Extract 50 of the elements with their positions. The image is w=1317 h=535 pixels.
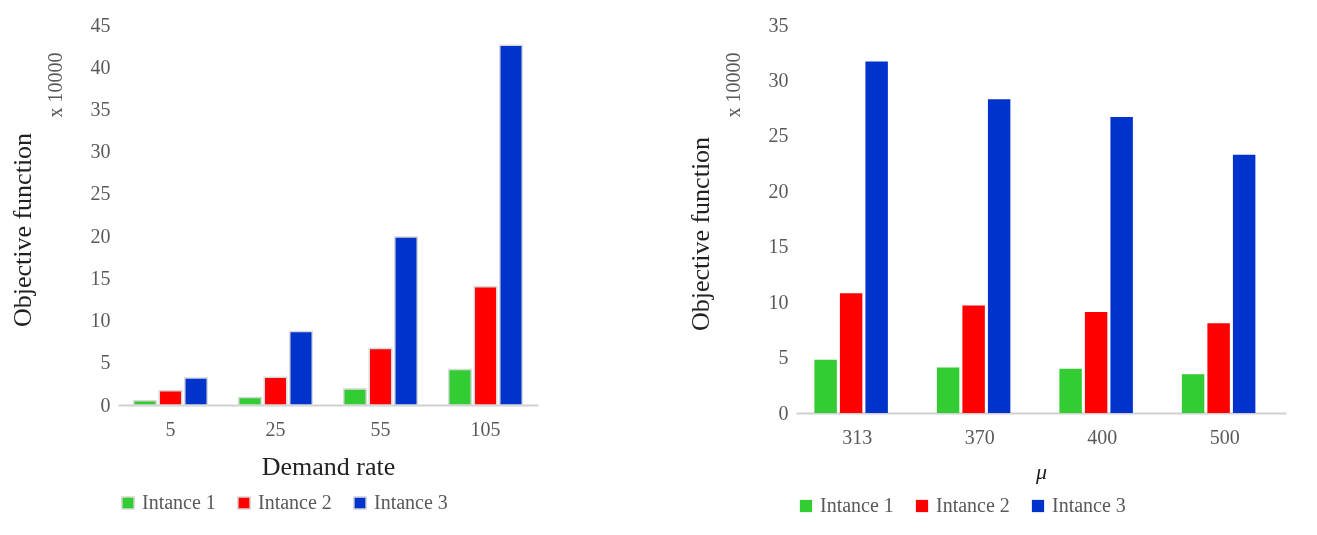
y-tick-label: 0 [778, 401, 789, 424]
y-tick-label: 35 [90, 97, 111, 120]
y-tick-label: 40 [90, 55, 111, 78]
bar [1059, 368, 1082, 413]
x-axis-title: Demand rate [261, 451, 396, 481]
bar [814, 359, 837, 413]
bar [865, 61, 888, 413]
x-tick-label: 400 [1087, 425, 1118, 448]
legend-label: Intance 1 [820, 494, 894, 516]
y-tick-label: 5 [100, 351, 111, 374]
y-tick-label: 35 [768, 13, 789, 36]
x-tick-label: 5 [165, 417, 176, 440]
y-axis-title: Objective function [8, 132, 37, 328]
x-tick-label: 105 [470, 417, 501, 440]
y-axis-title: Objective function [686, 136, 715, 332]
y-tick-label: 0 [100, 393, 111, 416]
legend-label: Intance 2 [936, 494, 1010, 516]
y-tick-label: 10 [90, 309, 111, 332]
x-axis-title: μ [1034, 458, 1048, 484]
y-tick-label: 5 [778, 346, 789, 369]
bar [962, 305, 985, 413]
y-tick-label: 30 [768, 68, 789, 91]
x-tick-label: 313 [842, 425, 873, 448]
x-tick-label: 55 [370, 417, 391, 440]
legend-label: Intance 3 [374, 491, 448, 513]
x-tick-label: 370 [964, 425, 995, 448]
y-tick-label: 25 [90, 182, 111, 205]
y-tick-label: 20 [768, 179, 789, 202]
y-tick-label: 25 [768, 124, 789, 147]
bar [987, 99, 1011, 413]
legend-label: Intance 2 [258, 491, 332, 513]
y-tick-label: 20 [90, 224, 111, 247]
text: x 10000 [722, 52, 744, 118]
legend-label: Intance 3 [1052, 494, 1126, 516]
text: x 10000 [44, 52, 66, 118]
y-tick-label: 45 [90, 13, 111, 36]
bar [839, 293, 863, 413]
bar [1110, 117, 1133, 413]
y-tick-label: 15 [90, 266, 111, 289]
x-tick-label: 25 [265, 417, 286, 440]
y-tick-label: 15 [768, 235, 789, 258]
y-tick-label: 30 [90, 140, 111, 163]
bar [1232, 154, 1256, 413]
bar [1181, 374, 1205, 413]
bar [1207, 323, 1230, 413]
bar [1084, 312, 1108, 413]
bar [936, 367, 960, 413]
legend-label: Intance 1 [142, 491, 216, 513]
y-tick-label: 10 [768, 290, 789, 313]
x-tick-label: 500 [1209, 425, 1240, 448]
